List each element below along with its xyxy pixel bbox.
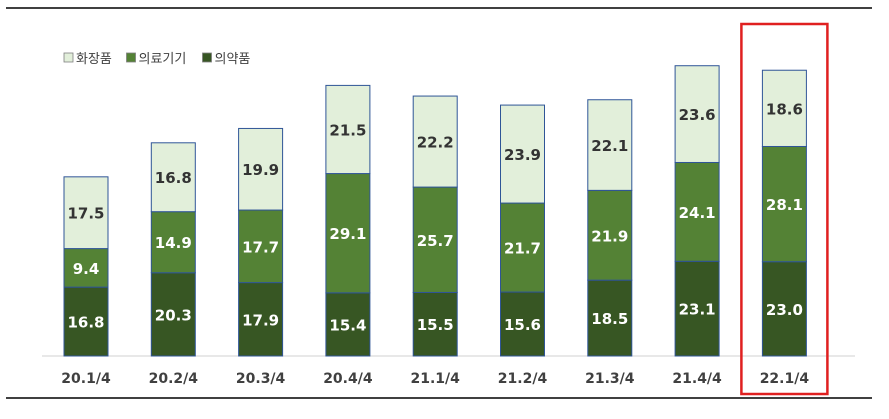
bar-segment-21-2-4-s2 [500,104,545,204]
data-label-20-3-4-s0: 17.9 [242,311,279,329]
data-label-20-2-4-s0: 20.3 [155,306,192,324]
data-label-21-2-4-s0: 15.6 [504,316,541,334]
data-label-21-2-4-s1: 21.7 [504,240,541,258]
x-tick-label-20-3-4: 20.3/4 [236,371,286,387]
data-label-22-1-4-s2: 18.6 [766,100,803,118]
data-label-20-3-4-s2: 19.9 [242,161,279,179]
highlight-box [740,22,829,396]
x-tick-label-22-1-4: 22.1/4 [760,371,810,387]
highlight-group [740,22,829,396]
bar-segment-22-1-4-s2 [761,69,807,147]
bar-segment-20-2-4-s2 [150,142,196,213]
data-label-21-3-4-s2: 22.1 [591,137,628,155]
bar-segment-20-4-4-s2 [325,84,371,175]
data-label-22-1-4-s1: 28.1 [766,196,803,214]
bar-segment-20-2-4-s1 [150,211,196,274]
x-tick-label-21-3-4: 21.3/4 [585,371,635,387]
bar-segment-21-4-4-s2 [674,65,720,163]
bar-segment-21-3-4-s1 [587,189,633,281]
data-label-21-4-4-s1: 24.1 [679,204,716,222]
bar-segment-20-2-4-s0 [150,272,196,357]
legend-swatch-0 [202,52,212,63]
bar-segment-20-1-4-s2 [63,176,109,250]
bar-segment-21-1-4-s0 [412,291,458,357]
data-label-20-4-4-s0: 15.4 [329,316,366,334]
bar-segment-21-4-4-s0 [674,260,720,357]
data-label-21-4-4-s2: 23.6 [679,106,716,124]
data-label-20-2-4-s2: 16.8 [155,169,192,187]
data-label-21-1-4-s1: 25.7 [417,232,454,250]
legend: 화장품 의료기기 의약품 [63,52,251,67]
x-tick-label-20-1-4: 20.1/4 [61,371,111,387]
data-label-20-4-4-s1: 29.1 [329,225,366,243]
x-tick-label-20-4-4: 20.4/4 [323,371,373,387]
data-label-21-4-4-s0: 23.1 [679,301,716,319]
bar-segment-21-1-4-s1 [412,186,458,293]
bar-segment-21-3-4-s0 [587,279,633,357]
bar-segment-22-1-4-s1 [761,145,807,263]
data-label-20-2-4-s1: 14.9 [155,234,192,252]
data-label-20-4-4-s2: 21.5 [329,121,366,139]
x-tick-label-21-2-4: 21.2/4 [498,371,548,387]
x-tick-label-21-4-4: 21.4/4 [672,371,722,387]
data-label-21-1-4-s2: 22.2 [417,134,454,152]
legend-swatch-2 [63,52,74,63]
data-label-22-1-4-s0: 23.0 [766,301,803,319]
x-tick-labels: 20.1/4 20.2/4 20.3/4 20.4/4 21.1/4 21.2/4 21.3… [61,371,809,387]
legend-label-0: 의약품 [215,52,251,67]
data-label-20-3-4-s1: 17.7 [242,238,279,256]
data-label-21-1-4-s0: 15.5 [417,316,454,334]
bar-segment-20-3-4-s2 [238,127,284,211]
bar-segment-20-1-4-s0 [63,286,109,357]
bar-segment-20-4-4-s1 [325,173,371,294]
bar-segment-21-2-4-s0 [500,291,545,357]
x-tick-label-20-2-4: 20.2/4 [149,371,199,387]
legend-label-1: 의료기기 [139,52,187,67]
bar-segment-21-2-4-s1 [500,202,545,293]
x-tick-label-21-1-4: 21.1/4 [410,371,460,387]
data-label-20-1-4-s0: 16.8 [67,314,104,332]
legend-swatch-1 [126,52,136,63]
bar-segment-20-3-4-s0 [238,282,284,357]
bar-segment-21-3-4-s2 [587,99,633,191]
data-label-20-1-4-s1: 9.4 [73,260,100,278]
data-label-21-2-4-s2: 23.9 [504,146,541,164]
data-label-21-3-4-s1: 21.9 [591,227,628,245]
data-label-21-3-4-s0: 18.5 [591,310,628,328]
bar-segment-21-1-4-s2 [412,95,458,188]
bars-group: 16.8 9.4 17.5 20.3 14.9 16.8 17.9 17.7 19.9 15.4 2… [63,65,807,357]
legend-label-2: 화장품 [76,52,112,67]
data-label-20-1-4-s2: 17.5 [67,205,104,223]
bar-segment-20-3-4-s1 [238,209,284,284]
